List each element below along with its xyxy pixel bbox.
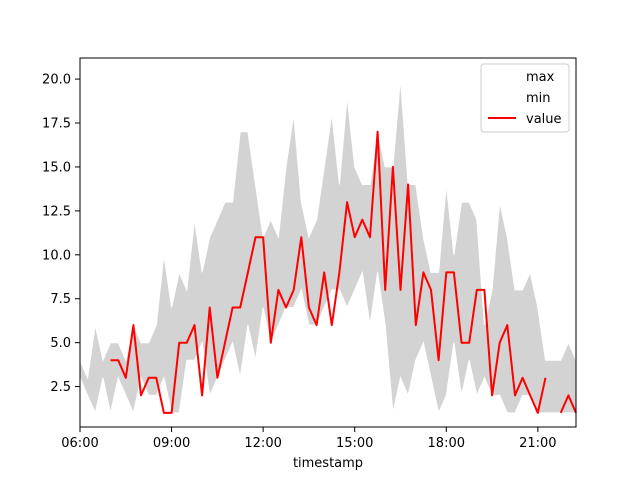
series-value-line	[110, 130, 577, 414]
x-tick-label: 06:00	[61, 436, 98, 451]
legend-label-max: max	[526, 70, 555, 85]
legend-label-min: min	[526, 91, 551, 106]
y-tick-label: 7.5	[50, 292, 71, 307]
x-axis-label: timestamp	[293, 456, 363, 471]
axes: 06:00 09:00 12:00 15:00 18:00 21:00 2.5 5.0 7.5 1…	[42, 73, 557, 451]
x-tick-label: 21:00	[519, 436, 556, 451]
y-tick-label: 2.5	[50, 380, 71, 395]
y-tick-label: 5.0	[50, 336, 71, 351]
x-tick-label: 09:00	[153, 436, 190, 451]
min-max-band	[80, 79, 576, 413]
legend-box	[480, 63, 570, 133]
y-tick-label: 17.5	[42, 117, 71, 132]
y-tick-label: 20.0	[42, 73, 71, 88]
y-tick-label: 15.0	[42, 160, 71, 175]
legend: max min value	[480, 63, 570, 133]
x-tick-label: 12:00	[244, 436, 281, 451]
plot-area	[79, 79, 577, 415]
legend-label-value: value	[526, 112, 562, 127]
y-tick-label: 12.5	[42, 204, 71, 219]
y-tick-label: 10.0	[42, 248, 71, 263]
x-tick-label: 18:00	[428, 436, 465, 451]
series-max-line	[79, 79, 577, 380]
plot-frame	[79, 57, 577, 428]
x-tick-label: 15:00	[336, 436, 373, 451]
